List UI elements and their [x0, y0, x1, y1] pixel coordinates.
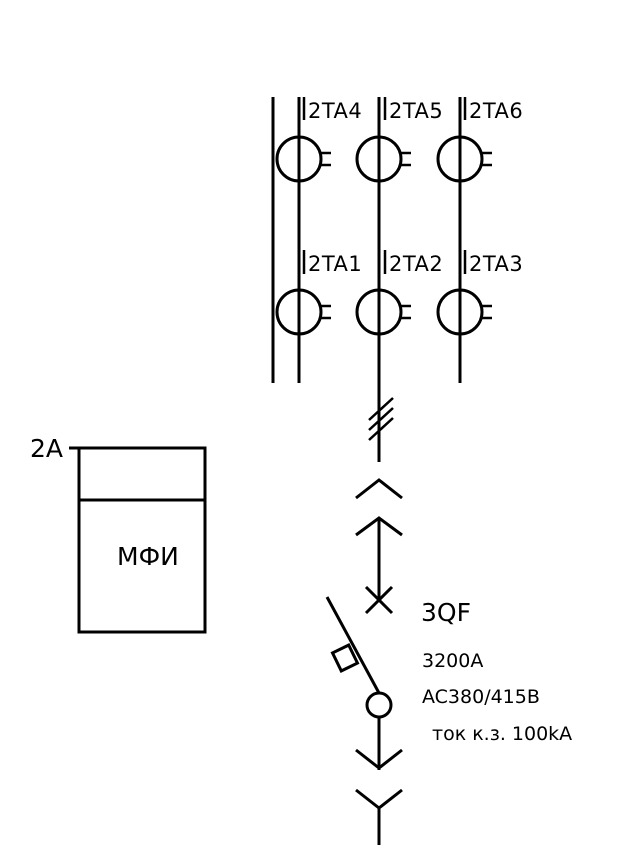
plug-contact-upper [355, 478, 403, 600]
three-phase-marks [368, 397, 394, 441]
ct-2ta2 [355, 288, 411, 336]
breaker-tag: 3QF [421, 598, 471, 627]
breaker-rating: 3200A [422, 650, 483, 672]
breaker-short-circuit: ток к.з. 100kA [432, 723, 572, 745]
breaker-trip-unit [330, 643, 360, 673]
device-tag: 2A [30, 434, 63, 463]
breaker-contact [365, 691, 393, 719]
ct-2ta4 [275, 135, 331, 183]
device-name: МФИ [117, 542, 179, 571]
ct-row-bottom [275, 288, 492, 336]
ct-2ta6 [436, 135, 492, 183]
plug-contact-lower [355, 748, 403, 845]
ct-label-2ta3: 2TA3 [469, 252, 523, 276]
breaker-isolator-cross-2 [364, 585, 394, 615]
ct-2ta5 [355, 135, 411, 183]
ct-2ta1 [275, 288, 331, 336]
ct-2ta3 [436, 288, 492, 336]
circuit-breaker-3qf [325, 585, 394, 770]
ct-row-top [275, 135, 492, 183]
ct-label-2ta2: 2TA2 [389, 252, 443, 276]
ct-labels: 2TA4 2TA5 2TA6 2TA1 2TA2 2TA3 [302, 97, 523, 276]
device-frame [77, 446, 207, 634]
device-box: 2A МФИ [30, 434, 207, 634]
breaker-blade [325, 596, 381, 694]
breaker-voltage: AC380/415B [422, 686, 540, 708]
ct-label-2ta4: 2TA4 [308, 99, 362, 123]
ct-label-2ta1: 2TA1 [308, 252, 362, 276]
ct-label-2ta6: 2TA6 [469, 99, 523, 123]
ct-label-2ta5: 2TA5 [389, 99, 443, 123]
